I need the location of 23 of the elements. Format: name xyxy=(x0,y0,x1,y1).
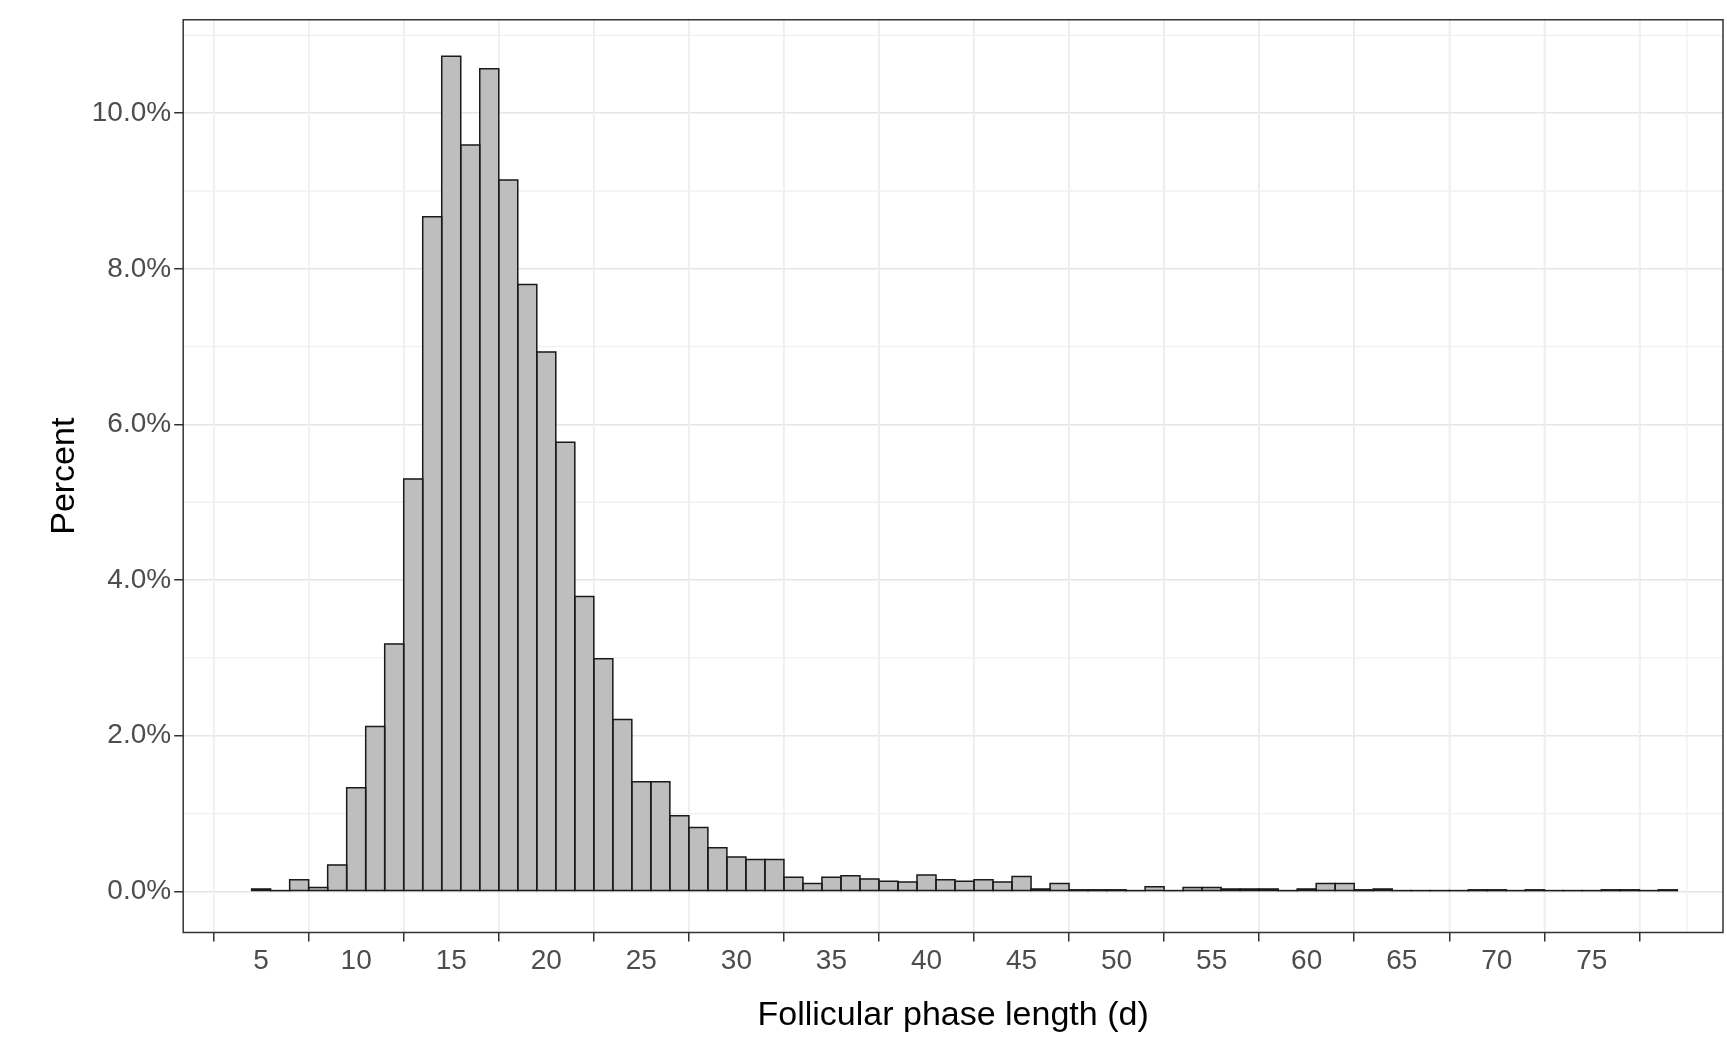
x-tick-label: 70 xyxy=(1481,944,1513,976)
y-tick-label: 10.0% xyxy=(91,95,172,127)
x-tick-label: 20 xyxy=(530,944,562,976)
x-tick-label: 5 xyxy=(253,944,269,976)
x-tick-label: 60 xyxy=(1291,944,1323,976)
x-tick-label: 35 xyxy=(815,944,848,976)
x-tick-label: 15 xyxy=(435,944,467,976)
x-tick-label: 40 xyxy=(910,944,943,976)
y-tick-label: 6.0% xyxy=(107,407,172,439)
y-axis-title: Percent xyxy=(42,417,81,535)
y-tick-label: 0.0% xyxy=(107,874,172,906)
x-tick-label: 55 xyxy=(1196,944,1228,976)
y-tick-label: 8.0% xyxy=(107,251,172,283)
x-tick-label: 45 xyxy=(1005,944,1038,976)
x-axis-title: Follicular phase length (d) xyxy=(757,993,1149,1032)
x-tick-label: 30 xyxy=(720,944,752,976)
x-tick-label: 10 xyxy=(340,944,372,976)
x-tick-label: 25 xyxy=(625,944,657,976)
x-tick-label: 50 xyxy=(1101,944,1133,976)
x-tick-label: 75 xyxy=(1576,944,1608,976)
x-tick-label: 65 xyxy=(1386,944,1418,976)
y-tick-label: 2.0% xyxy=(107,718,172,750)
y-tick-label: 4.0% xyxy=(107,562,172,594)
